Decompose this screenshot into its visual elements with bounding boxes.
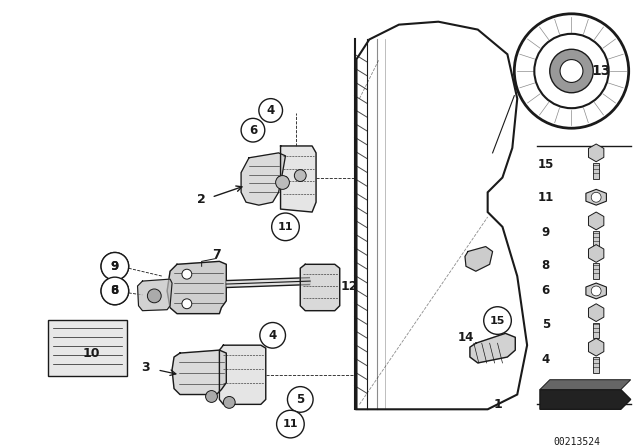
Polygon shape (588, 338, 604, 356)
Polygon shape (280, 146, 316, 212)
Circle shape (515, 14, 628, 128)
Text: 00213524: 00213524 (553, 437, 600, 447)
Polygon shape (586, 283, 607, 299)
Text: 2: 2 (197, 193, 206, 206)
Circle shape (276, 410, 304, 438)
Circle shape (101, 277, 129, 305)
Text: 12: 12 (341, 280, 358, 293)
Text: 9: 9 (541, 226, 550, 239)
Text: 4: 4 (541, 353, 550, 366)
Circle shape (205, 391, 218, 402)
Text: 11: 11 (283, 419, 298, 429)
Circle shape (550, 49, 593, 93)
Circle shape (101, 277, 129, 305)
Text: 4: 4 (269, 329, 276, 342)
Polygon shape (540, 390, 630, 409)
Polygon shape (220, 345, 266, 405)
Text: 6: 6 (541, 284, 550, 297)
Bar (593, 357, 599, 373)
Circle shape (101, 253, 129, 280)
Text: 15: 15 (490, 315, 505, 326)
Polygon shape (300, 264, 340, 310)
Polygon shape (588, 304, 604, 322)
Text: 7: 7 (212, 248, 221, 261)
Circle shape (484, 307, 511, 334)
Polygon shape (465, 246, 493, 271)
Text: 10: 10 (83, 347, 100, 360)
Text: 6: 6 (111, 284, 119, 297)
Polygon shape (540, 380, 630, 390)
Bar (593, 323, 599, 338)
Polygon shape (172, 350, 227, 395)
Bar (593, 231, 599, 246)
Circle shape (591, 286, 601, 296)
Text: 5: 5 (296, 393, 305, 406)
Text: 1: 1 (493, 398, 502, 411)
Text: 3: 3 (141, 362, 150, 375)
Circle shape (276, 176, 289, 190)
Text: 14: 14 (458, 331, 474, 344)
Text: 9: 9 (111, 260, 119, 273)
Circle shape (294, 170, 306, 181)
Circle shape (560, 60, 583, 82)
Circle shape (147, 289, 161, 303)
Polygon shape (586, 190, 607, 205)
Text: 11: 11 (278, 222, 293, 232)
Bar (593, 163, 599, 178)
Circle shape (591, 192, 601, 202)
Polygon shape (167, 261, 227, 314)
FancyBboxPatch shape (48, 319, 127, 376)
Text: 8: 8 (111, 284, 119, 297)
Text: 13: 13 (591, 64, 611, 78)
Circle shape (241, 118, 265, 142)
Polygon shape (588, 144, 604, 162)
Circle shape (260, 323, 285, 348)
Bar (593, 263, 599, 279)
Polygon shape (138, 279, 172, 310)
Circle shape (101, 253, 129, 280)
Text: 4: 4 (267, 104, 275, 117)
Text: 6: 6 (249, 124, 257, 137)
Text: 8: 8 (541, 259, 550, 272)
Polygon shape (588, 245, 604, 263)
Circle shape (223, 396, 235, 408)
Text: 9: 9 (111, 260, 119, 273)
Circle shape (182, 299, 192, 309)
Polygon shape (470, 333, 515, 363)
Text: 11: 11 (538, 191, 554, 204)
Circle shape (182, 269, 192, 279)
Text: 15: 15 (538, 158, 554, 171)
Polygon shape (588, 212, 604, 230)
Circle shape (287, 387, 313, 412)
Polygon shape (241, 153, 285, 205)
Circle shape (259, 99, 282, 122)
Circle shape (271, 213, 300, 241)
Text: 5: 5 (541, 318, 550, 331)
